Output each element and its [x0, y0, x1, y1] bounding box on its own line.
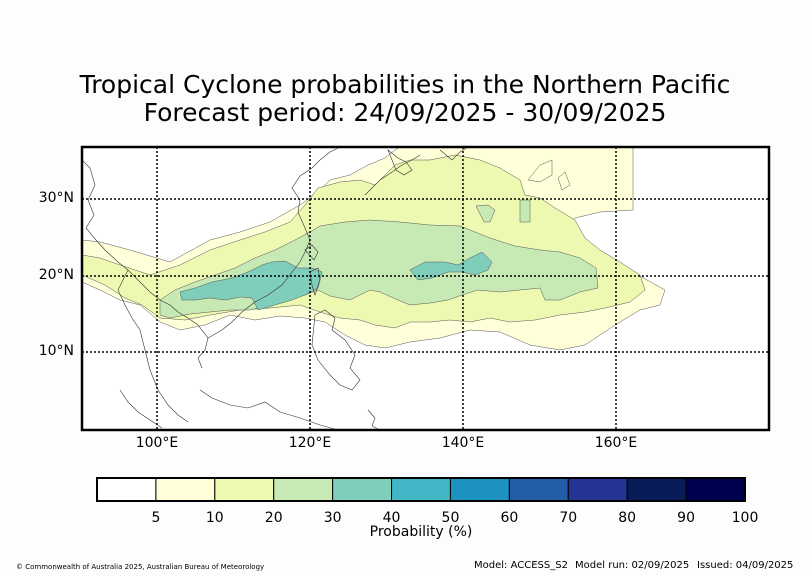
colorbar-cell	[685, 477, 746, 502]
colorbar-frame	[96, 477, 746, 502]
lon-label-140e: 140°E	[441, 435, 485, 451]
prob-contour-island-d	[557, 171, 571, 191]
colorbar-tick-label: 50	[441, 510, 460, 526]
colorbar-cell	[567, 477, 628, 502]
colorbar-cell	[449, 477, 510, 502]
lon-label-120e: 120°E	[288, 435, 332, 451]
colorbar-cell	[508, 477, 569, 502]
prob-contour-island-a	[475, 204, 496, 223]
lat-label-10n: 10°N	[38, 343, 74, 359]
lon-label-160e: 160°E	[594, 435, 638, 451]
colorbar-tick-label: 100	[731, 510, 759, 526]
colorbar-tick-label: 40	[382, 510, 401, 526]
colorbar-cell	[391, 477, 451, 502]
colorbar-tick-label: 70	[559, 510, 578, 526]
copyright-notice: © Commonwealth of Australia 2025, Austra…	[16, 563, 265, 571]
colorbar-cell	[273, 477, 334, 502]
map-frame	[80, 145, 771, 432]
colorbar-cell	[214, 477, 275, 502]
prob-band-30-40-east	[409, 251, 493, 281]
colorbar-tick-label: 20	[264, 510, 283, 526]
coastlines	[81, 146, 469, 431]
colorbar-cell	[155, 477, 216, 502]
map-title: Tropical Cyclone probabilities in the No…	[79, 70, 731, 99]
issued-date: Issued: 04/09/2025	[697, 560, 794, 571]
map-subtitle: Forecast period: 24/09/2025 - 30/09/2025	[143, 98, 667, 127]
colorbar-tick-label: 90	[677, 510, 695, 526]
prob-band-30-40	[179, 260, 323, 311]
colorbar-tick-label: 30	[323, 510, 342, 526]
lon-label-100e: 100°E	[135, 435, 179, 451]
colorbar-tick-label: 5	[151, 510, 161, 526]
colorbar-tick-label: 10	[205, 510, 224, 526]
colorbar-cell	[332, 477, 393, 502]
lat-label-20n: 20°N	[38, 267, 74, 283]
prob-contour-island-b	[519, 199, 531, 223]
colorbar-tick-label: 80	[618, 510, 637, 526]
model-name: Model: ACCESS_S2	[474, 560, 568, 571]
colorbar-cell	[96, 477, 157, 502]
graticule	[82, 147, 769, 430]
colorbar-label: Probability (%)	[369, 524, 473, 540]
colorbar-cell	[626, 477, 687, 502]
prob-contour-island-c	[527, 159, 553, 183]
model-run-date: Model run: 02/09/2025	[575, 560, 690, 571]
colorbar-tick-label: 60	[500, 510, 519, 526]
lat-label-30n: 30°N	[38, 190, 74, 206]
